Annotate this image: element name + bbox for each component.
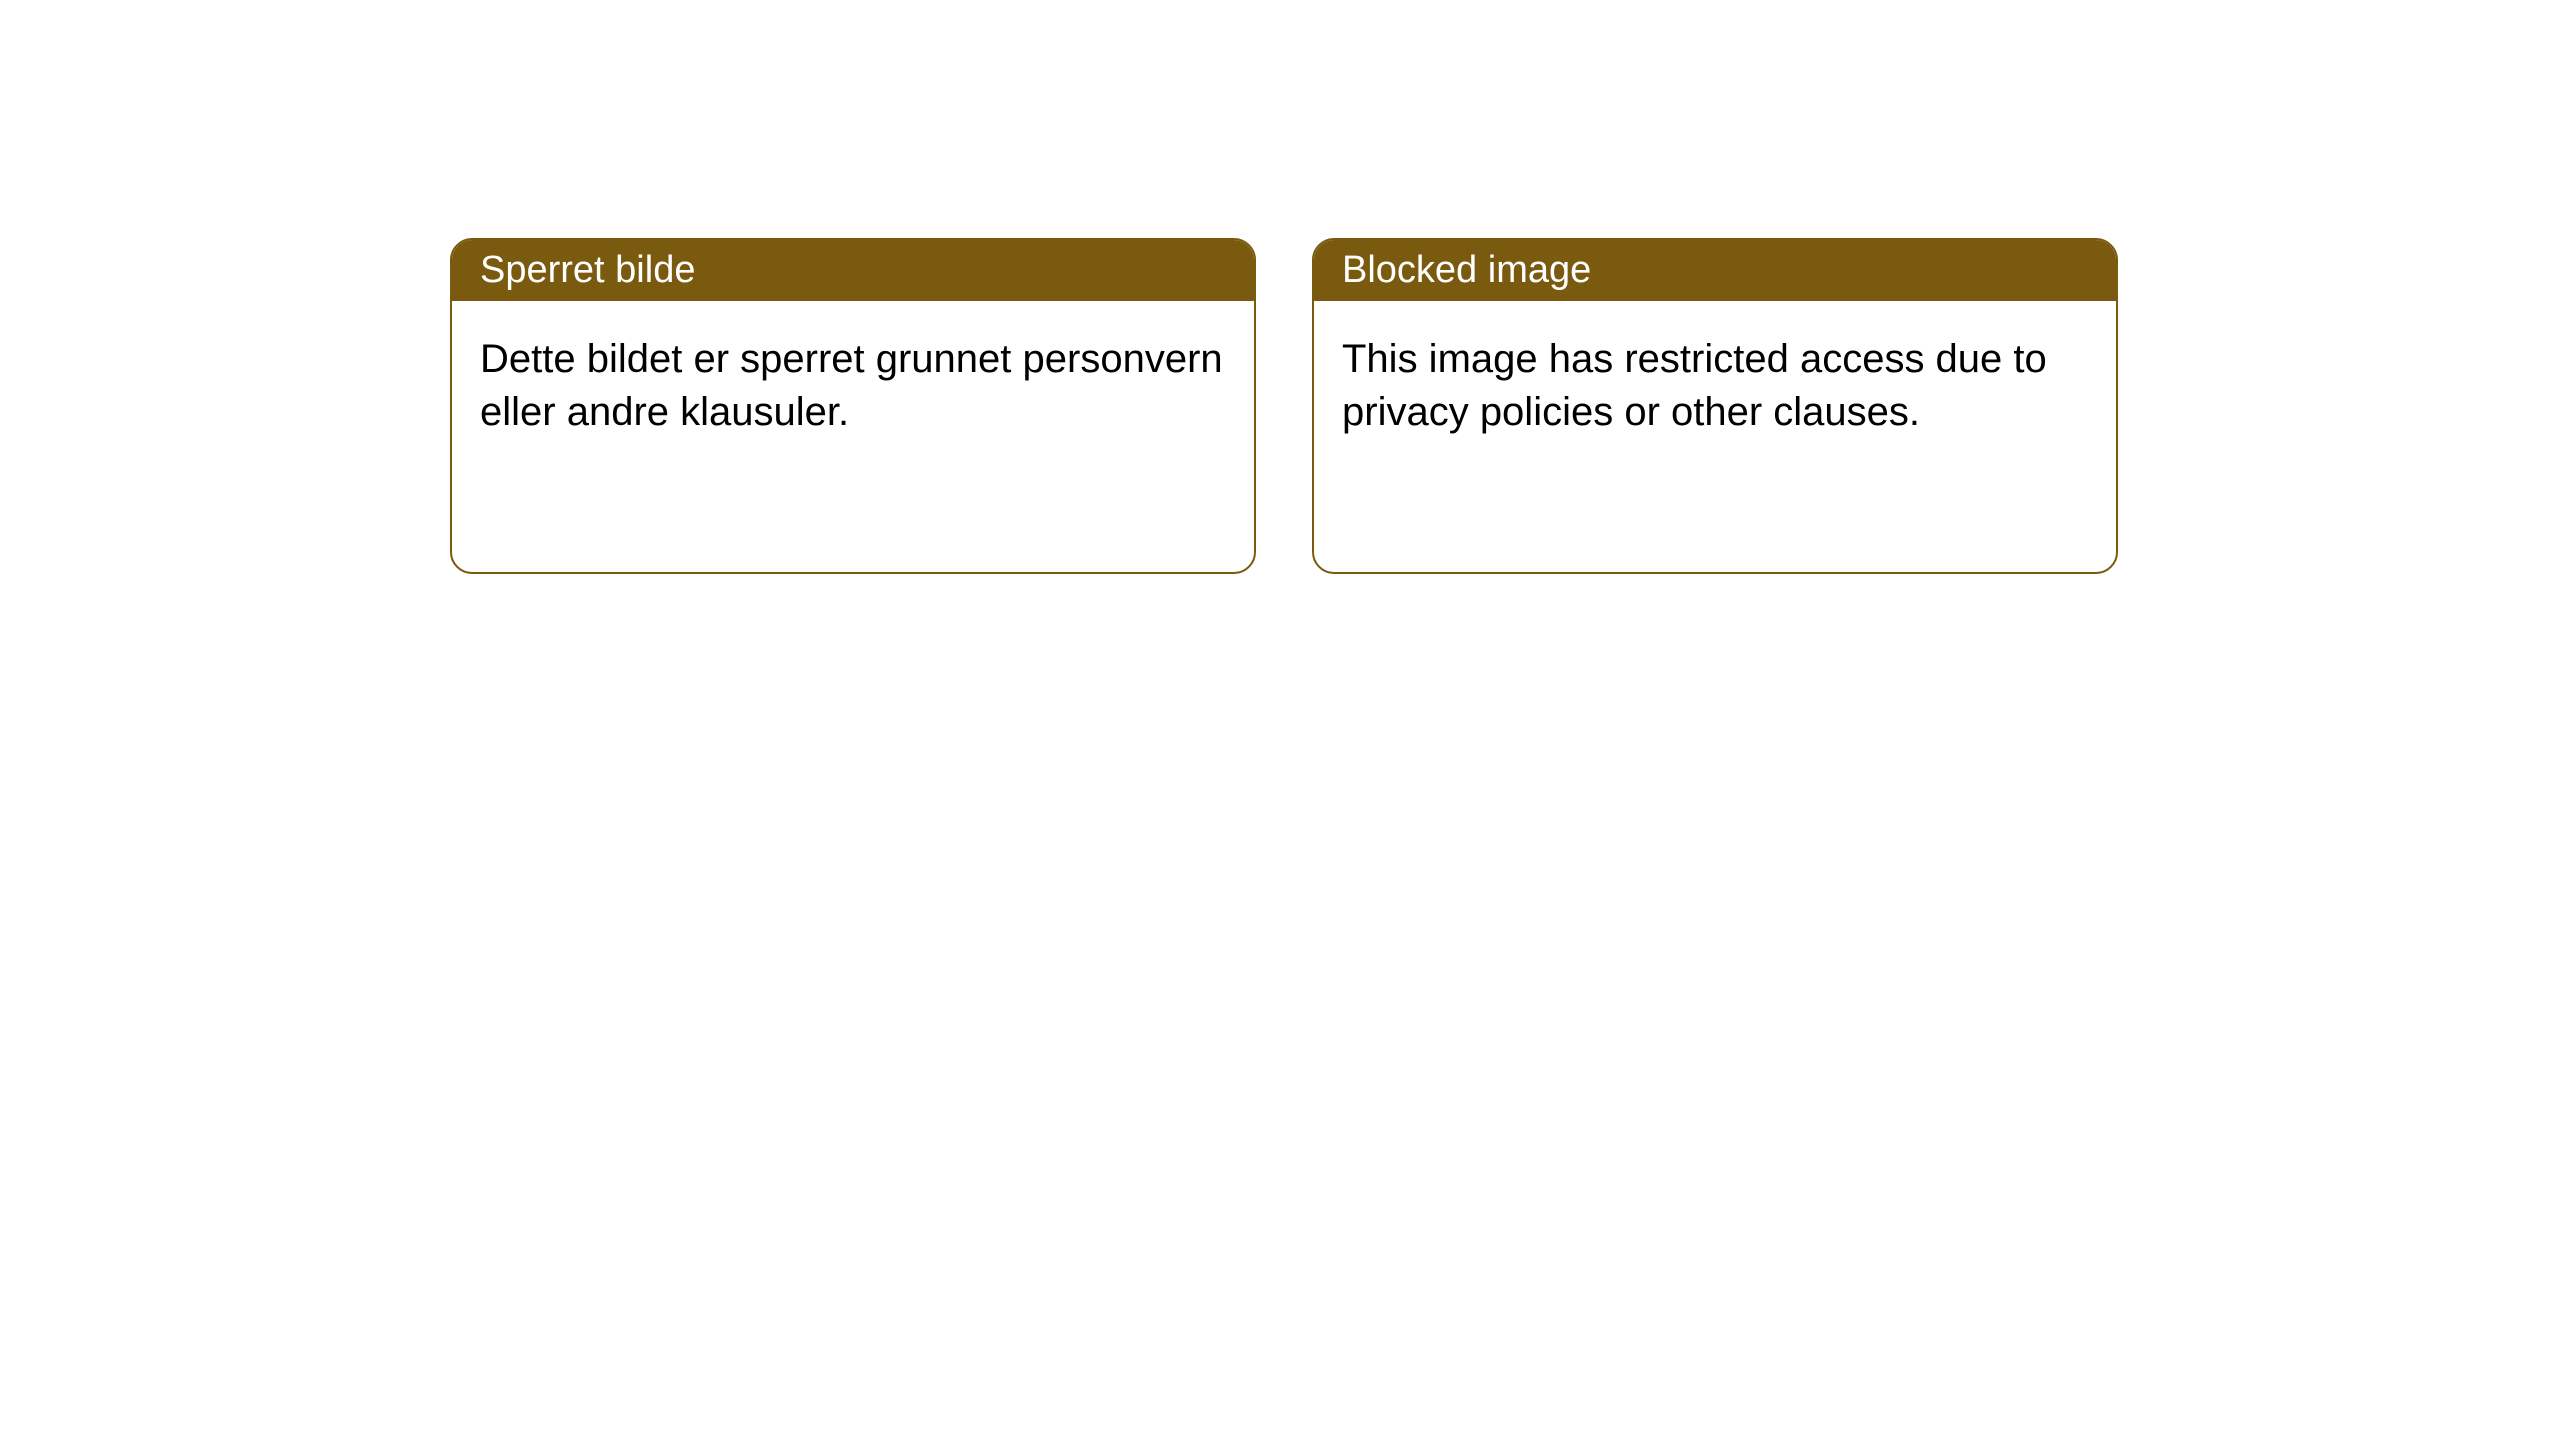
notice-card-title: Sperret bilde xyxy=(452,240,1254,301)
notice-card-body: This image has restricted access due to … xyxy=(1314,301,2116,471)
notice-card-body: Dette bildet er sperret grunnet personve… xyxy=(452,301,1254,471)
notice-cards-row: Sperret bilde Dette bildet er sperret gr… xyxy=(0,0,2560,574)
notice-card-title: Blocked image xyxy=(1314,240,2116,301)
notice-card-english: Blocked image This image has restricted … xyxy=(1312,238,2118,574)
notice-card-norwegian: Sperret bilde Dette bildet er sperret gr… xyxy=(450,238,1256,574)
